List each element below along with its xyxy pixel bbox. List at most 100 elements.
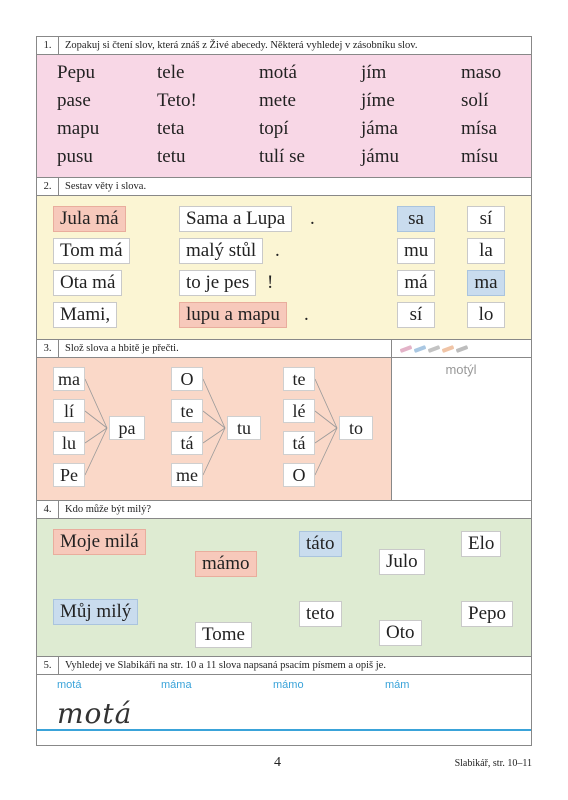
syllable-connector-lines: [84, 378, 338, 476]
word: jíme: [361, 90, 395, 111]
syllable-box: te: [283, 367, 315, 391]
name-box: Můj milý: [53, 599, 139, 625]
word: mísa: [461, 118, 497, 139]
ex1-column-5: maso solí mísa mísu: [461, 59, 501, 171]
syllable-box: te: [171, 399, 203, 423]
sentence-object: Sama a Lupa: [179, 206, 293, 232]
name-box: Julo: [379, 549, 425, 575]
name-box: táto: [299, 531, 342, 557]
word: maso: [461, 62, 502, 83]
ex3-side-panel: motýl: [391, 358, 531, 501]
syllable-box: lu: [53, 431, 85, 455]
name-box: Elo: [461, 531, 502, 557]
pencil-icon: [455, 345, 469, 353]
syllable-box: ma: [53, 367, 85, 391]
ex2-instruction: Sestav věty i slova.: [65, 181, 147, 192]
name-box: Moje milá: [53, 529, 146, 555]
ex5-header: 5. Vyhledej ve Slabikáři na str. 10 a 11…: [37, 657, 531, 675]
syllable-ending-box: to: [339, 416, 373, 440]
sentence-object: lupu a mapu: [179, 302, 287, 328]
syllable-box: lé: [283, 399, 315, 423]
ex1-number: 1.: [37, 37, 59, 54]
ex5-instruction: Vyhledej ve Slabikáři na str. 10 a 11 sl…: [65, 660, 386, 671]
ex3-header: 3. Slož slova a hbitě je přečti.: [37, 340, 391, 358]
page-reference: Slabikář, str. 10–11: [454, 758, 532, 769]
syllable-box: O: [171, 367, 203, 391]
word: solí: [461, 90, 489, 111]
syllable-ending-box: tu: [227, 416, 261, 440]
sentence-subject: Jula má: [53, 206, 126, 232]
ex2-panel: Jula má Sama a Lupa . sa sí Tom má malý …: [37, 196, 531, 340]
pencil-icon: [413, 345, 427, 353]
syllable-box: me: [171, 463, 203, 487]
pencil-icon: [399, 345, 413, 353]
sentence-object: malý stůl: [179, 238, 264, 264]
word: pusu: [57, 146, 93, 167]
sentence-end: .: [310, 208, 315, 229]
writing-line: [37, 729, 531, 731]
word: pase: [57, 90, 91, 111]
syllable-box: ma: [467, 270, 505, 296]
ex2-header: 2. Sestav věty i slova.: [37, 178, 531, 196]
word: jím: [361, 62, 387, 83]
ex3-icons-header: [391, 340, 531, 358]
word: mísu: [461, 146, 498, 167]
syllable-box: mu: [397, 238, 435, 264]
syllable-box: tá: [171, 431, 203, 455]
handwriting-sample: motá: [57, 697, 133, 730]
sentence-end: !: [267, 272, 274, 293]
syllable-box: tá: [283, 431, 315, 455]
ex1-panel: Pepu pase mapu pusu tele Teto! teta tetu…: [37, 55, 531, 178]
side-word: motýl: [445, 362, 477, 377]
word: Pepu: [57, 62, 95, 83]
cursive-word-hint: motá: [57, 679, 82, 691]
ex3-instruction: Slož slova a hbitě je přečti.: [65, 343, 179, 354]
syllable-box: lo: [467, 302, 505, 328]
word: topí: [259, 118, 289, 139]
syllable-box: lí: [53, 399, 85, 423]
word: mete: [259, 90, 296, 111]
name-box: Pepo: [461, 601, 513, 627]
sentence-object: to je pes: [179, 270, 257, 296]
word: mapu: [57, 118, 100, 139]
ex5-number: 5.: [37, 657, 59, 674]
syllable-box: O: [283, 463, 315, 487]
ex1-column-3: motá mete topí tulí se: [259, 59, 305, 171]
name-box: Oto: [379, 620, 422, 646]
ex2-number: 2.: [37, 178, 59, 195]
ex1-header: 1. Zopakuj si čtení slov, která znáš z Ž…: [37, 37, 531, 55]
ex4-panel: Moje milá mámo táto Julo Elo Můj milý To…: [37, 519, 531, 657]
word: Teto!: [157, 90, 197, 111]
page-number: 4: [274, 755, 281, 770]
ex1-column-4: jím jíme jáma jámu: [361, 59, 399, 171]
ex1-column-2: tele Teto! teta tetu: [157, 59, 197, 171]
syllable-box: la: [467, 238, 505, 264]
word: jámu: [361, 146, 399, 167]
ex4-header: 4. Kdo může být milý?: [37, 501, 531, 519]
ex3-panel: ma lí lu Pe pa O te tá me tu te lé tá O …: [37, 358, 391, 501]
ex4-instruction: Kdo může být milý?: [65, 504, 152, 515]
sentence-subject: Tom má: [53, 238, 130, 264]
ex4-number: 4.: [37, 501, 59, 518]
name-box: teto: [299, 601, 342, 627]
worksheet-frame: 1. Zopakuj si čtení slov, která znáš z Ž…: [36, 36, 532, 746]
name-box: Tome: [195, 622, 252, 648]
syllable-box: sí: [467, 206, 505, 232]
syllable-ending-box: pa: [109, 416, 145, 440]
sentence-end: .: [275, 240, 280, 261]
syllable-box: sa: [397, 206, 435, 232]
sentence-end: .: [304, 304, 309, 325]
ex5-panel: motá máma mámo mám motá: [37, 675, 531, 745]
pencil-icon: [441, 345, 455, 353]
ex1-column-1: Pepu pase mapu pusu: [57, 59, 99, 171]
cursive-word-hint: máma: [161, 679, 192, 691]
sentence-subject: Mami,: [53, 302, 118, 328]
word: tetu: [157, 146, 186, 167]
word: tulí se: [259, 146, 305, 167]
pencil-icon: [427, 345, 441, 353]
cursive-word-hint: mám: [385, 679, 410, 691]
cursive-word-hint: mámo: [273, 679, 304, 691]
name-box: mámo: [195, 551, 257, 577]
syllable-box: Pe: [53, 463, 85, 487]
word: motá: [259, 62, 297, 83]
